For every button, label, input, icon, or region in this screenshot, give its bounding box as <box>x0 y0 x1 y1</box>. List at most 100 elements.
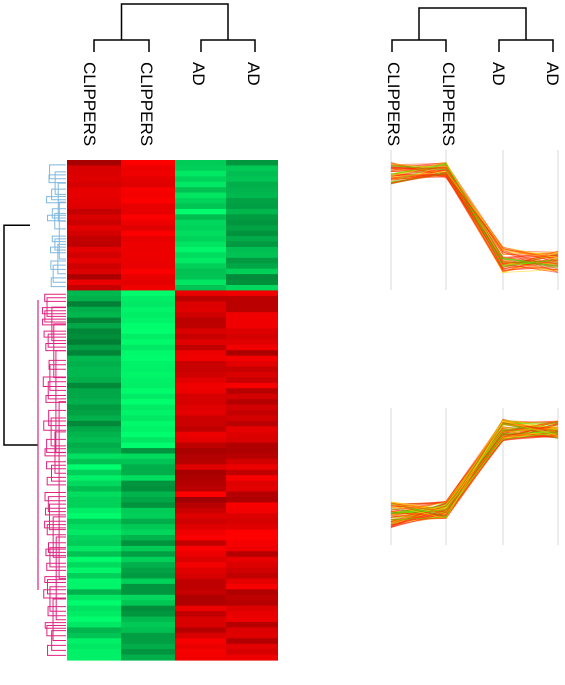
heatmap-cell <box>121 285 175 292</box>
heatmap-cell <box>121 573 175 580</box>
cluster-profile-plots <box>390 150 559 545</box>
heatmap-cell <box>121 187 175 194</box>
heatmap-cell <box>67 616 121 623</box>
dendrogram-branch <box>54 212 66 230</box>
heatmap-cell <box>121 616 175 623</box>
heatmap-cell <box>67 486 121 493</box>
heatmap-cell <box>226 420 278 427</box>
heatmap-cell <box>121 170 175 177</box>
heatmap-cell <box>226 486 278 493</box>
heatmap-cell <box>175 567 226 574</box>
heatmap-cell <box>226 295 278 302</box>
heatmap-cell <box>175 611 226 618</box>
heatmap-cell <box>226 545 278 552</box>
heatmap-cell <box>121 632 175 639</box>
heatmap-cell <box>175 181 226 188</box>
heatmap-cell <box>226 611 278 618</box>
heatmap-cell <box>175 562 226 569</box>
heatmap-cell <box>226 268 278 275</box>
heatmap-cell <box>175 279 226 286</box>
heatmap-cell <box>175 464 226 471</box>
heatmap-cell <box>226 507 278 514</box>
dendrogram-branch <box>44 576 66 583</box>
heatmap-cell <box>226 225 278 232</box>
heatmap-cell <box>226 448 278 455</box>
heatmap-cell <box>67 583 121 590</box>
heatmap-cell <box>175 350 226 357</box>
heatmap-cell <box>226 355 278 362</box>
heatmap-cell <box>226 426 278 433</box>
heatmap-cell <box>67 355 121 362</box>
heatmap-cell <box>175 540 226 547</box>
heatmap-cell <box>121 257 175 264</box>
heatmap-cell <box>226 556 278 563</box>
heatmap-cell <box>226 317 278 324</box>
heatmap-cell <box>121 312 175 319</box>
heatmap-cell <box>121 404 175 411</box>
heatmap-cell <box>67 464 121 471</box>
heatmap-cell <box>175 578 226 585</box>
heatmap-cell <box>121 208 175 215</box>
heatmap-cell <box>121 317 175 324</box>
heatmap-cell <box>121 529 175 536</box>
heatmap-cell <box>175 285 226 292</box>
heatmap-cell <box>175 393 226 400</box>
heatmap-cell <box>67 442 121 449</box>
dendrogram-branch <box>50 277 66 288</box>
heatmap-cell <box>121 448 175 455</box>
heatmap-cell <box>226 187 278 194</box>
heatmap-cell <box>67 328 121 335</box>
heatmap-cell <box>175 621 226 628</box>
heatmap-cell <box>67 388 121 395</box>
heatmap-cell <box>121 160 175 167</box>
heatmap-cell <box>175 160 226 167</box>
heatmap-cell <box>121 627 175 634</box>
heatmap-cell <box>67 203 121 210</box>
heatmap-cell <box>121 192 175 199</box>
heatmap-cell <box>175 469 226 476</box>
heatmap-cell <box>226 377 278 384</box>
heatmap-cell <box>67 377 121 384</box>
dendrogram-branch <box>54 171 66 195</box>
heatmap-cell <box>67 448 121 455</box>
heatmap-cell <box>67 339 121 346</box>
heatmap-cell <box>67 437 121 444</box>
heatmap-cell <box>121 246 175 253</box>
heatmap-cell <box>67 246 121 253</box>
heatmap-cell <box>175 524 226 531</box>
heatmap-cell <box>226 306 278 313</box>
heatmap-cell <box>226 442 278 449</box>
profile-line <box>390 432 559 515</box>
dendrogram-branch <box>49 364 66 391</box>
heatmap-cell <box>121 649 175 656</box>
heatmap-cell <box>121 458 175 465</box>
profile-column-label-1: CLIPPERS <box>384 62 403 147</box>
heatmap-cell <box>226 578 278 585</box>
heatmap-cell <box>175 643 226 650</box>
heatmap-cell <box>67 469 121 476</box>
heatmap-cell <box>121 295 175 302</box>
heatmap-cell <box>226 176 278 183</box>
heatmap-cell <box>67 535 121 542</box>
heatmap-cell <box>121 545 175 552</box>
heatmap-cell <box>67 312 121 319</box>
heatmap-cell <box>175 535 226 542</box>
heatmap-cell <box>121 415 175 422</box>
heatmap-cell <box>67 475 121 482</box>
heatmap-cell <box>175 198 226 205</box>
heatmap-cell <box>226 410 278 417</box>
heatmap-cell <box>121 214 175 221</box>
heatmap-cell <box>226 502 278 509</box>
heatmap-cell <box>67 518 121 525</box>
heatmap-cell <box>175 605 226 612</box>
heatmap-cell <box>175 600 226 607</box>
heatmap-cell <box>121 219 175 226</box>
profile-line <box>390 423 559 518</box>
heatmap-cell <box>175 442 226 449</box>
heatmap-cell <box>175 388 226 395</box>
heatmap-cell <box>67 285 121 292</box>
heatmap-cell <box>121 382 175 389</box>
profile-column-label-3: AD <box>489 62 508 86</box>
heatmap-cell <box>226 241 278 248</box>
